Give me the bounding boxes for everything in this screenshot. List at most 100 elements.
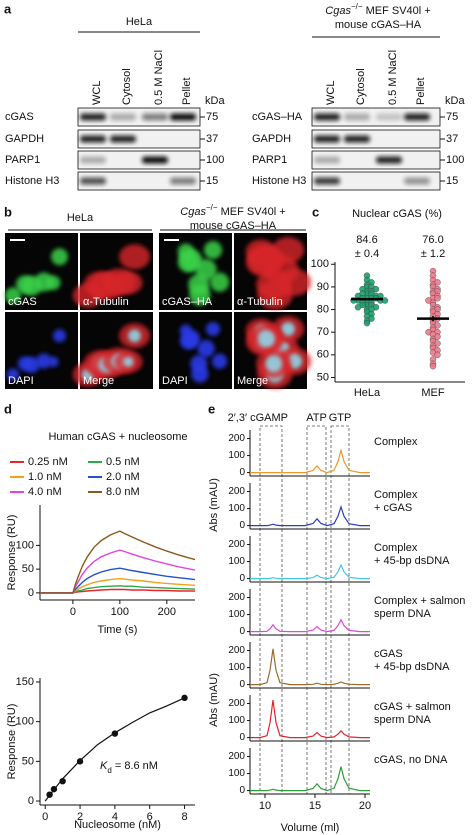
trace-label-line: Complex [374, 436, 418, 448]
band [110, 113, 136, 121]
y-tick-label: 0 [239, 679, 245, 690]
y-axis-label: Response (RU) [6, 515, 18, 591]
band [344, 135, 370, 143]
trace-label: cGAS + 45-bp dsDNA [374, 648, 450, 673]
marker-label: 37 [446, 133, 458, 145]
legend-label: 0.5 nM [106, 456, 140, 468]
x-axis-label: Nucleosome (nM) [74, 819, 161, 831]
chromatogram [250, 448, 370, 474]
x-tick-label: 20 [359, 800, 371, 812]
title: Cgas−/− MEF SV40l + [180, 203, 285, 218]
row-label: cGAS [5, 111, 34, 123]
cell [197, 339, 215, 358]
y-tick-label: 50 [22, 563, 34, 575]
cell [48, 356, 59, 368]
band [142, 156, 168, 164]
y-tick-label: 0 [239, 573, 245, 584]
row-label: Histone H3 [5, 175, 59, 187]
band [314, 113, 340, 121]
sensorgram [40, 567, 196, 594]
band [404, 177, 430, 185]
lane-label: WCL [91, 81, 103, 105]
band [314, 156, 340, 164]
trace-label: cGAS, no DNA [374, 754, 448, 766]
cell [212, 353, 228, 369]
cell [23, 356, 40, 373]
mean-label: 76.0 [422, 234, 443, 246]
mean-label: 84.6 [356, 234, 377, 246]
y-axis-label: Abs (mAU) [208, 478, 220, 532]
micrograph-label: α-Tubulin [83, 296, 129, 308]
cell [188, 274, 210, 296]
band [80, 156, 106, 164]
y-tick-label: 100 [228, 450, 245, 461]
title-italic: Cgas [180, 206, 206, 218]
band [376, 113, 402, 121]
y-axis-label: Response (RU) [6, 704, 18, 780]
chromatogram [250, 618, 370, 633]
title-rest: MEF SV40l + [218, 206, 286, 218]
sensorgram [40, 588, 195, 594]
lane-label: Pellet [415, 77, 427, 105]
micrograph-label: cGAS–HA [162, 296, 213, 308]
marker-label: 100 [206, 154, 224, 166]
y-tick-label: 200 [228, 486, 245, 497]
trace-label-line: sperm DNA [374, 608, 432, 620]
title-rest: MEF SV40l + [363, 5, 431, 17]
x-axis-label: Time (s) [98, 624, 138, 636]
cell [4, 287, 22, 304]
y-tick-label: 100 [228, 715, 245, 726]
x-tick-label: 6 [147, 811, 153, 823]
chromatogram [250, 648, 370, 686]
y-tick-label: 100 [311, 258, 329, 270]
band [80, 135, 106, 143]
micrograph-label: DAPI [8, 375, 34, 387]
marker-label: 75 [206, 111, 218, 123]
data-point [59, 777, 66, 785]
y-tick-label: 100 [228, 768, 245, 779]
annotation-symbol: K [100, 760, 108, 772]
trace-label-line: cGAS + salmon [374, 701, 451, 713]
data-point [429, 362, 437, 370]
band [314, 177, 340, 185]
trace-label: Complex + 45-bp dsDNA [374, 542, 450, 567]
row-label: GAPDH [252, 133, 291, 145]
data-point [363, 319, 371, 327]
chart-title: Nuclear cGAS (%) [352, 208, 442, 220]
kda-label: kDa [445, 95, 465, 107]
y-tick-label: 100 [228, 556, 245, 567]
y-tick-label: 0 [28, 795, 34, 807]
band [344, 113, 370, 121]
x-tick-label: 8 [181, 811, 187, 823]
legend-label: 0.25 nM [28, 456, 68, 468]
y-tick-label: 90 [317, 281, 329, 293]
data-point [181, 694, 188, 702]
y-tick-label: 100 [228, 503, 245, 514]
cell [6, 368, 20, 381]
y-tick-label: 200 [228, 698, 245, 709]
x-tick-label: 100 [111, 606, 129, 618]
cell [257, 330, 276, 348]
x-tick-label: 2 [77, 811, 83, 823]
cell [265, 355, 283, 373]
trace-label-line: Complex [374, 542, 418, 554]
marker-label: 100 [446, 154, 464, 166]
data-point [434, 351, 441, 359]
trace-label-line: + 45-bp dsDNA [374, 555, 450, 567]
panel-label: c [312, 204, 319, 219]
annotation-text: = 8.6 nM [112, 760, 158, 772]
cell [46, 275, 61, 291]
row-label: GAPDH [5, 133, 44, 145]
micrograph-label: DAPI [162, 375, 188, 387]
y-tick-label: 100 [228, 662, 245, 673]
data-point [111, 730, 119, 737]
lane-label: 0.5 M NaCl [153, 50, 165, 105]
x-axis-label: Volume (ml) [281, 822, 340, 834]
y-tick-label: 100 [228, 609, 245, 620]
y-tick-label: 0 [239, 785, 245, 796]
cell [205, 321, 221, 337]
cell [203, 240, 223, 260]
cell [248, 245, 285, 275]
band [142, 113, 168, 121]
title-sup: −/− [206, 203, 218, 212]
